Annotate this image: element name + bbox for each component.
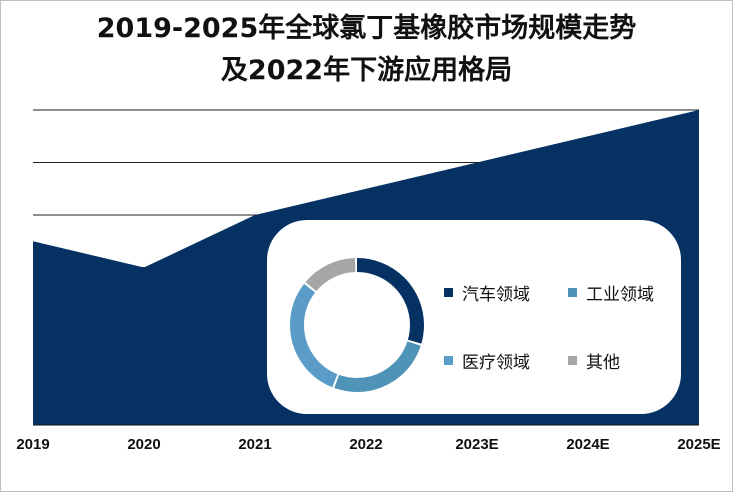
chart-title: 2019-2025年全球氯丁基橡胶市场规模走势 及2022年下游应用格局: [0, 8, 733, 92]
legend-label: 汽车领域: [462, 285, 530, 305]
title-line-1: 2019-2025年全球氯丁基橡胶市场规模走势: [96, 13, 637, 44]
legend-item-medical: 医疗领域: [444, 348, 530, 373]
donut-slice: [290, 258, 424, 392]
legend-swatch: [568, 288, 577, 297]
donut-inset: 汽车领域 工业领域 医疗领域 其他: [267, 220, 681, 414]
legend-label: 其他: [586, 353, 620, 373]
x-tick-label: 2022: [349, 436, 383, 453]
title-line-2: 及2022年下游应用格局: [220, 55, 513, 86]
x-tick-label: 2020: [127, 436, 161, 453]
x-tick-label: 2025E: [677, 436, 721, 453]
donut-chart: [290, 258, 424, 392]
legend-swatch: [568, 356, 577, 365]
x-tick-label: 2024E: [566, 436, 610, 453]
x-tick-label: 2019: [16, 436, 50, 453]
x-tick-label: 2021: [238, 436, 272, 453]
legend-swatch: [444, 356, 453, 365]
legend-label: 医疗领域: [462, 353, 530, 373]
legend-item-other: 其他: [568, 348, 620, 373]
x-tick-label: 2023E: [455, 436, 499, 453]
donut-slices: [290, 258, 424, 392]
legend-item-auto: 汽车领域: [444, 280, 530, 305]
legend-item-industry: 工业领域: [568, 280, 654, 305]
legend-label: 工业领域: [586, 285, 654, 305]
donut-slice: [290, 258, 424, 392]
donut-slice: [290, 258, 424, 392]
legend-swatch: [444, 288, 453, 297]
